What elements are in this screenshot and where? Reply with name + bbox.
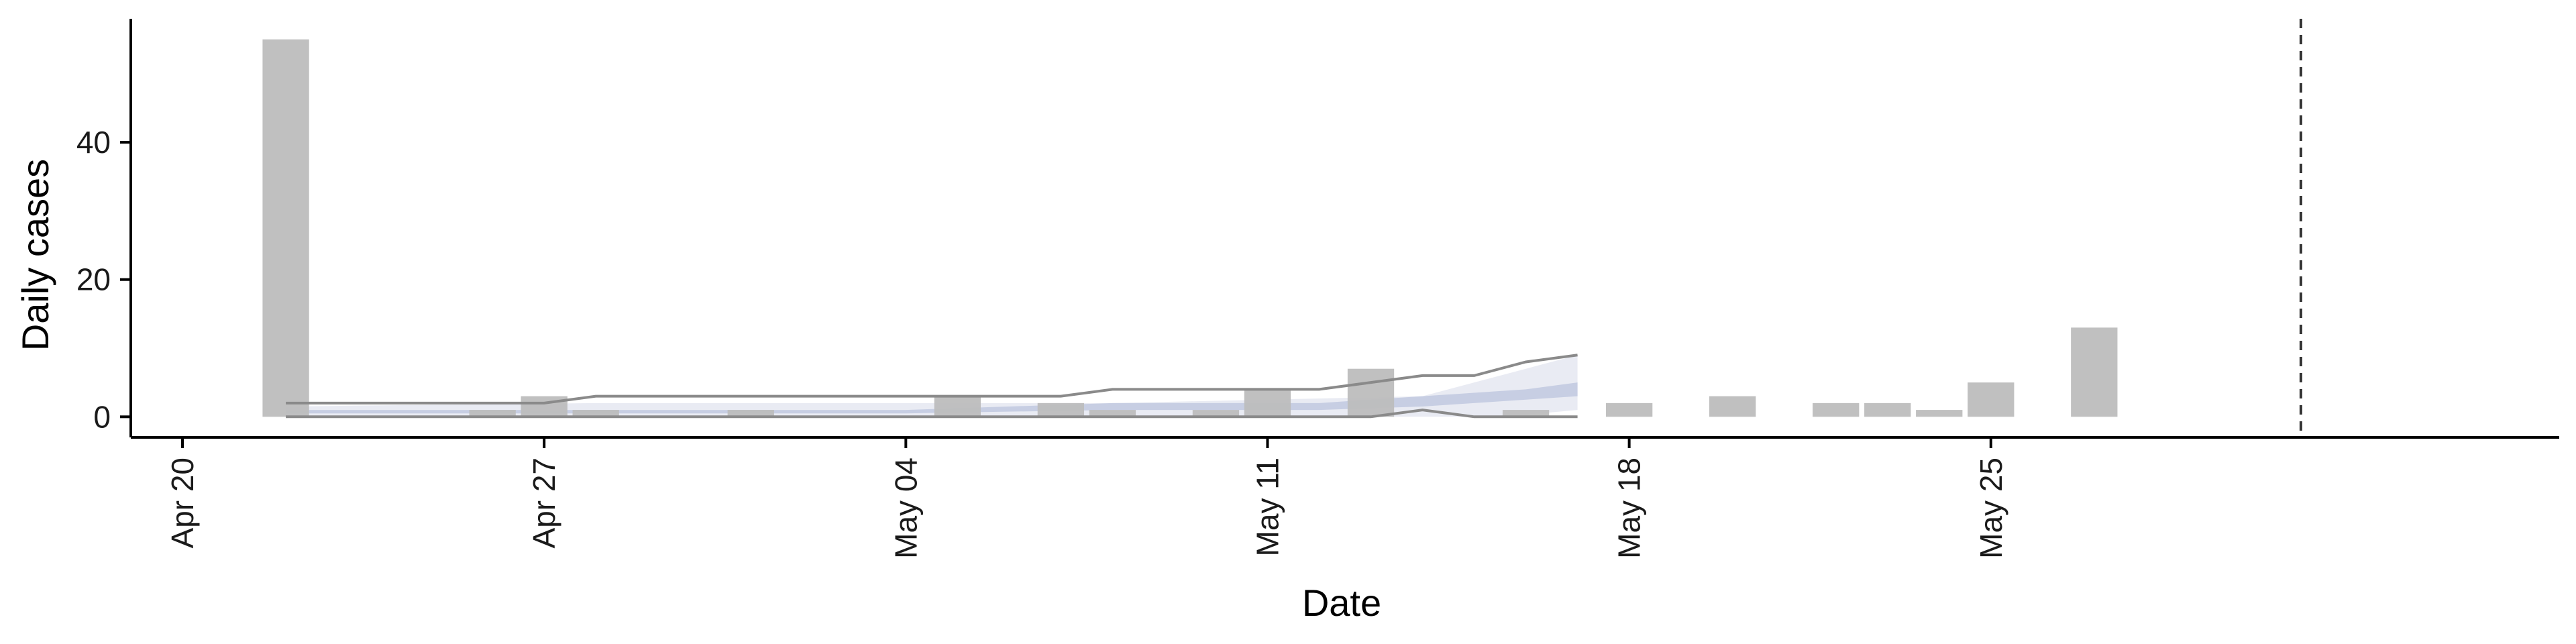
x-tick-label-2020-05-11: May 11 (1250, 458, 1285, 556)
bar-2020-04-28 (572, 410, 619, 417)
y-tick-label-0: 0 (93, 399, 111, 434)
y-tick-label-40: 40 (76, 125, 111, 160)
x-axis-title: Date (1302, 582, 1381, 624)
bar-2020-04-27 (521, 396, 568, 417)
bar-2020-05-01 (727, 410, 774, 417)
bar-2020-04-26 (469, 410, 516, 417)
bar-2020-05-23 (1864, 402, 1911, 417)
interval-line-1 (286, 409, 1578, 419)
bar-2020-05-13 (1347, 368, 1395, 417)
interval-line-0 (286, 354, 1578, 405)
bar-2020-05-07 (1037, 402, 1085, 417)
x-tick-label-2020-04-27: Apr 27 (527, 458, 561, 549)
y-axis-title: Daily cases (14, 159, 56, 351)
bar-2020-05-27 (2071, 327, 2118, 417)
bar-2020-05-08 (1089, 410, 1136, 417)
interval-lines (286, 354, 1578, 419)
x-tick-label-2020-05-04: May 04 (888, 458, 923, 559)
bar-2020-05-24 (1916, 410, 1963, 417)
bar-2020-05-16 (1502, 410, 1550, 417)
x-axis-ticks: Apr 20 Apr 27 May 04 May 11 May 18 May 25 (165, 437, 2008, 559)
y-axis-ticks: 0 20 40 (76, 125, 131, 434)
x-tick-label-2020-04-20: Apr 20 (165, 458, 200, 549)
bar-2020-05-22 (1813, 402, 1860, 417)
bar-2020-04-22 (262, 39, 309, 417)
bar-2020-05-11 (1244, 389, 1291, 417)
daily-case-bars (262, 39, 2118, 417)
bar-2020-05-10 (1192, 410, 1240, 417)
bar-2020-05-25 (1968, 382, 2015, 417)
bar-2020-05-05 (934, 396, 981, 417)
x-tick-label-2020-05-25: May 25 (1974, 458, 2008, 559)
x-tick-label-2020-05-18: May 18 (1612, 458, 1647, 559)
bar-2020-05-20 (1709, 396, 1756, 417)
y-tick-label-20: 20 (76, 262, 111, 297)
bar-2020-05-18 (1605, 402, 1653, 417)
